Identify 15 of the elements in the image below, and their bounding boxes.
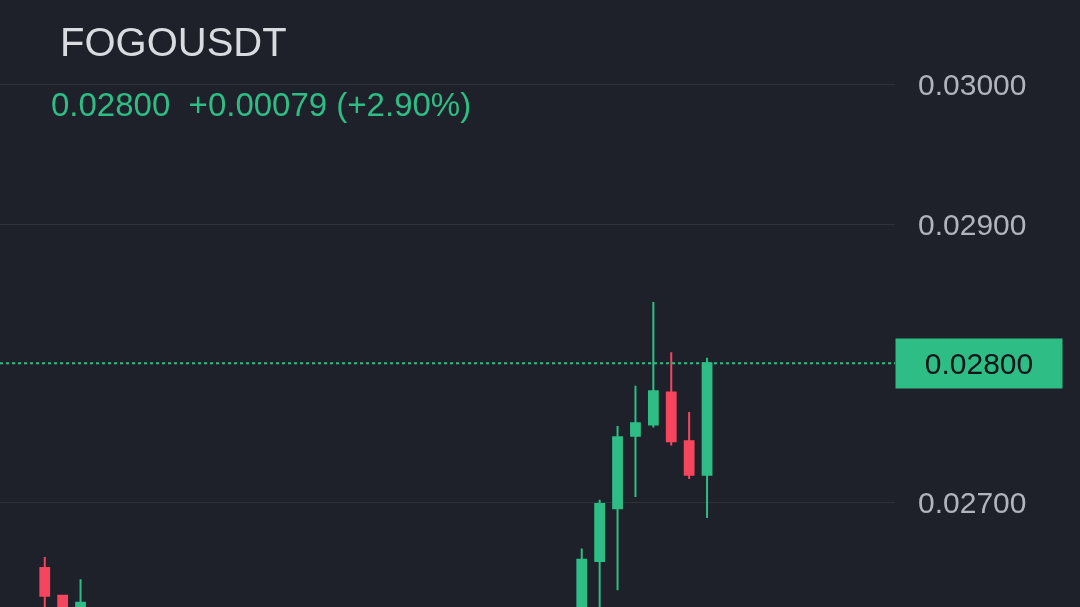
y-tick-label: 0.02700 [918, 486, 1027, 520]
y-tick-label: 0.02900 [918, 207, 1027, 241]
candlestick [683, 411, 695, 480]
candlestick [612, 425, 623, 592]
text: FOGOUSDT [60, 20, 287, 64]
candlestick [57, 594, 69, 607]
candlestick [39, 555, 51, 607]
candlestick [630, 384, 641, 499]
ref-line-label: 0.02800 [924, 347, 1034, 380]
candlestick [576, 547, 588, 607]
y-tick-label: 0.03000 [918, 68, 1027, 102]
candlestick [594, 498, 606, 607]
text: 0.02800 +0.00079 (+2.90%) [51, 86, 472, 123]
candlestick [665, 351, 677, 447]
candlestick [75, 578, 86, 607]
